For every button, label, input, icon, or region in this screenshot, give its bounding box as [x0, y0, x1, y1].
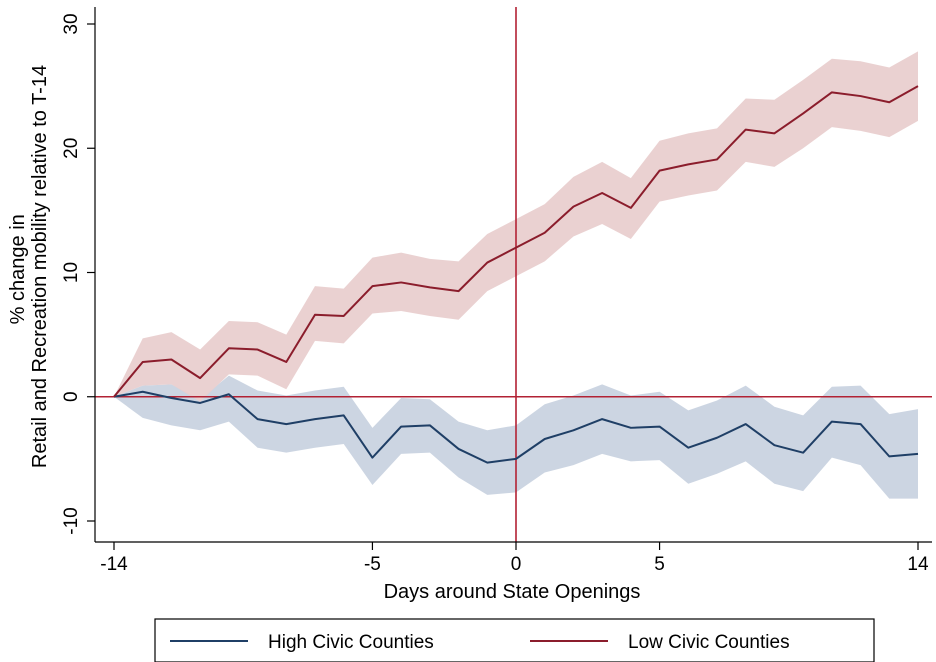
x-ticks: -14 -5 0 5 14 [100, 542, 929, 575]
x-axis-title: Days around State Openings [384, 581, 641, 603]
axes: -14 -5 0 5 14 -10 0 10 20 30 [61, 7, 932, 575]
y-tick-label: -10 [61, 507, 82, 534]
legend: High Civic Counties Low Civic Counties [154, 618, 875, 662]
series-line-low-civic [113, 85, 919, 398]
legend-label-high-civic: High Civic Counties [268, 632, 434, 653]
x-tick-label: -14 [100, 554, 128, 575]
y-axis-title: % change in Retail and Recreation mobili… [7, 65, 51, 468]
reference-lines [95, 7, 932, 542]
y-tick-label: 20 [61, 138, 82, 159]
x-tick-label: 5 [654, 554, 665, 575]
legend-box [154, 618, 875, 662]
y-tick-label: 30 [61, 13, 82, 34]
y-axis-title-line-2: Retail and Recreation mobility relative … [29, 65, 51, 468]
series-lines [113, 85, 919, 464]
series-line-high-civic [113, 390, 919, 464]
y-axis-title-line-1: % change in [7, 214, 29, 324]
plot-area [95, 7, 932, 542]
legend-label-low-civic: Low Civic Counties [628, 632, 790, 653]
y-tick-label: 0 [61, 391, 82, 402]
y-ticks: -10 0 10 20 30 [61, 13, 95, 535]
x-tick-label: 0 [511, 554, 522, 575]
x-tick-label: 14 [907, 554, 929, 575]
y-tick-label: 10 [61, 262, 82, 283]
x-tick-label: -5 [364, 554, 381, 575]
